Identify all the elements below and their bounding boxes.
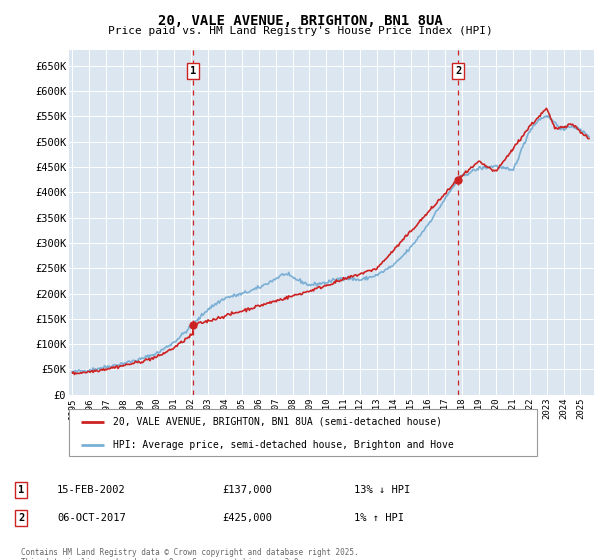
Point <box>453 175 463 184</box>
Text: 20, VALE AVENUE, BRIGHTON, BN1 8UA: 20, VALE AVENUE, BRIGHTON, BN1 8UA <box>158 14 442 28</box>
Text: 13% ↓ HPI: 13% ↓ HPI <box>354 485 410 495</box>
Text: HPI: Average price, semi-detached house, Brighton and Hove: HPI: Average price, semi-detached house,… <box>113 441 454 450</box>
Text: 1: 1 <box>18 485 24 495</box>
Text: £425,000: £425,000 <box>222 513 272 523</box>
FancyBboxPatch shape <box>69 409 537 456</box>
Text: 20, VALE AVENUE, BRIGHTON, BN1 8UA (semi-detached house): 20, VALE AVENUE, BRIGHTON, BN1 8UA (semi… <box>113 417 442 427</box>
Point <box>188 321 198 330</box>
Text: £137,000: £137,000 <box>222 485 272 495</box>
Text: Price paid vs. HM Land Registry's House Price Index (HPI): Price paid vs. HM Land Registry's House … <box>107 26 493 36</box>
Text: 06-OCT-2017: 06-OCT-2017 <box>57 513 126 523</box>
Text: 1: 1 <box>190 66 196 76</box>
Text: Contains HM Land Registry data © Crown copyright and database right 2025.
This d: Contains HM Land Registry data © Crown c… <box>21 548 359 560</box>
Text: 2: 2 <box>18 513 24 523</box>
Text: 15-FEB-2002: 15-FEB-2002 <box>57 485 126 495</box>
Text: 2: 2 <box>455 66 461 76</box>
Text: 1% ↑ HPI: 1% ↑ HPI <box>354 513 404 523</box>
